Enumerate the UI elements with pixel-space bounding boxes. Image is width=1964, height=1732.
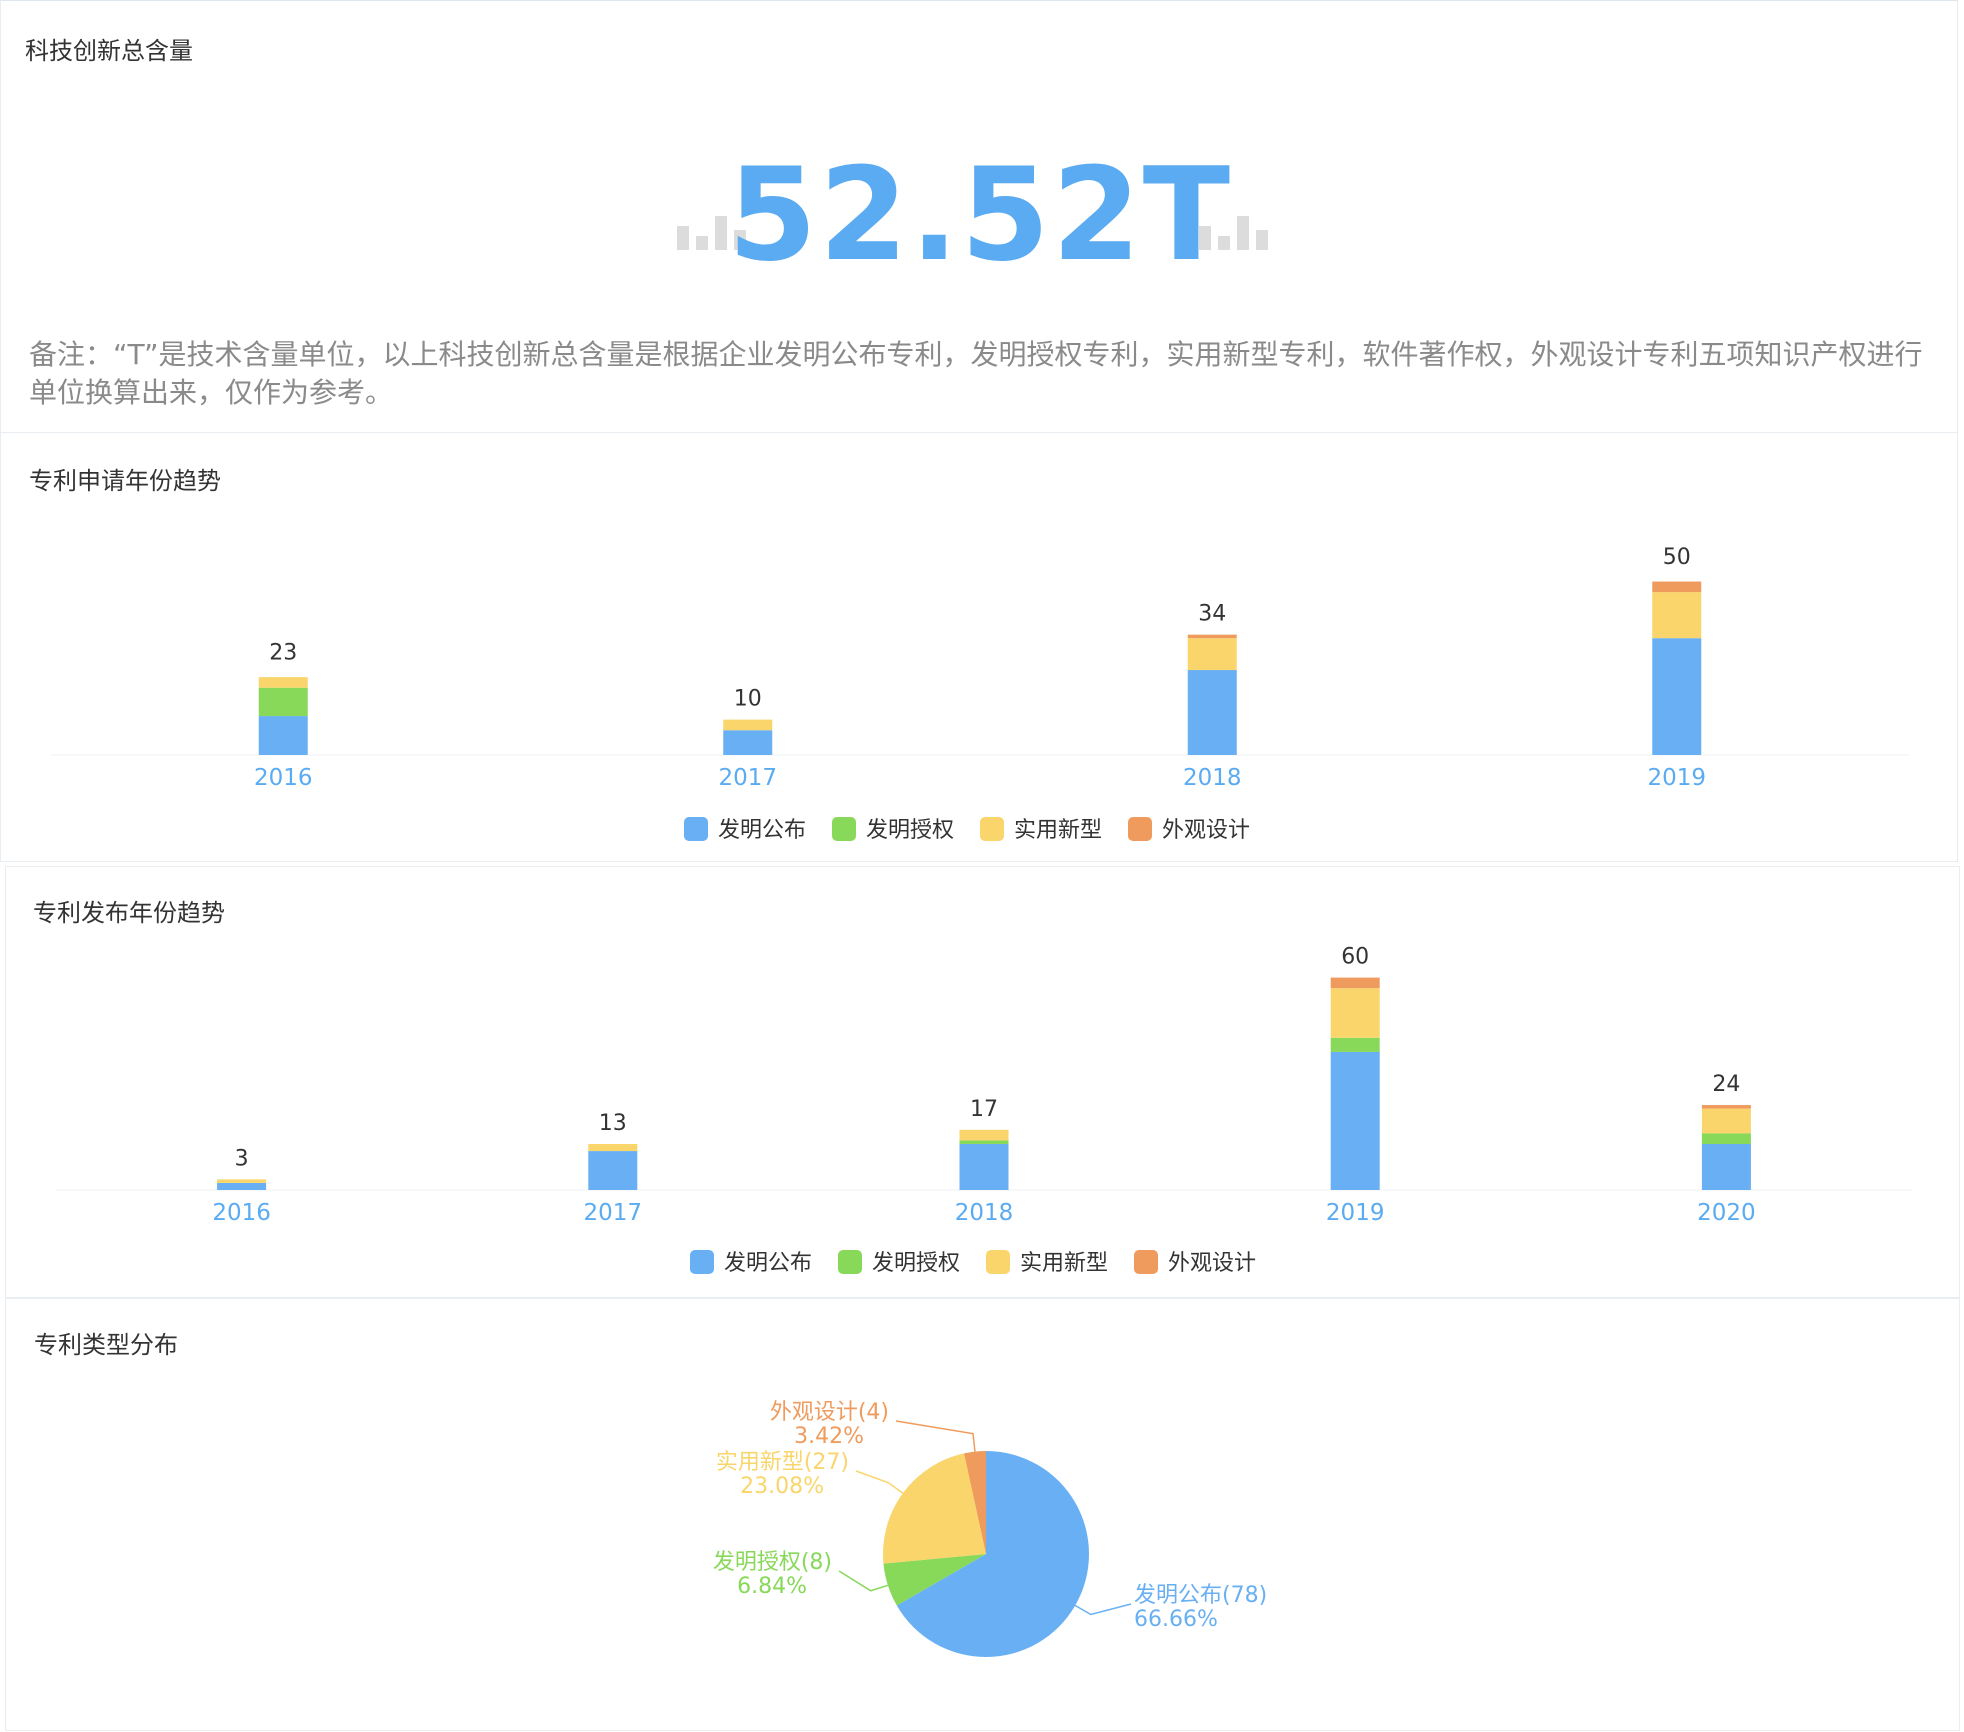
pie-label-实用新型: 实用新型(27) (716, 1450, 849, 1475)
bar-2017-发明公布[interactable] (723, 730, 773, 755)
bar-2016-发明公布[interactable] (217, 1182, 267, 1190)
application-bar-chart: 23 2016 10 2017 34 2018 50 2019 发明公布 发明授权 实用新型 外观设计 (51, 545, 1909, 843)
bar-2020-实用新型[interactable] (1701, 1108, 1751, 1134)
bar-total-label: 17 (970, 1097, 998, 1122)
bar-total-label: 50 (1663, 545, 1691, 570)
bar-2018-实用新型[interactable] (959, 1129, 1009, 1141)
publication-chart-title: 专利发布年份趋势 (33, 899, 225, 927)
publication-trend-panel: 专利发布年份趋势 3 2016 13 2017 17 2018 60 2019 24 2020 发明… (5, 866, 1960, 1298)
bar-2020-发明公布[interactable] (1701, 1143, 1751, 1190)
bar-chart-deco-icon-right (1199, 216, 1268, 250)
x-tick-label: 2019 (1647, 765, 1706, 791)
pie-label-发明授权: 发明授权(8) (713, 1550, 832, 1575)
legend-label-实用新型[interactable]: 实用新型 (1020, 1251, 1108, 1276)
application-trend-panel: 专利申请年份趋势 23 2016 10 2017 34 2018 50 2019 发明公布 发明授… (0, 432, 1958, 862)
bar-total-label: 13 (599, 1111, 627, 1136)
bar-2020-发明授权[interactable] (1701, 1133, 1751, 1144)
publication-bar-chart: 3 2016 13 2017 17 2018 60 2019 24 2020 发明公布 发明授权 实用新… (56, 945, 1912, 1276)
pie-slice-外观设计[interactable] (964, 1451, 986, 1554)
legend-swatch-发明授权[interactable] (832, 817, 856, 841)
x-tick-label: 2018 (1183, 765, 1242, 791)
legend-swatch-发明公布[interactable] (684, 817, 708, 841)
bar-total-label: 23 (269, 641, 297, 666)
legend-label-发明授权[interactable]: 发明授权 (866, 818, 954, 843)
legend-label-实用新型[interactable]: 实用新型 (1014, 818, 1102, 843)
type-distribution-panel: 专利类型分布 发明公布(78) 66.66% 发明授权(8) 6.84% 实用新型(27… (5, 1298, 1960, 1731)
pie-leader-line (895, 1420, 976, 1452)
tech-summary-panel: 科技创新总含量 52.52T 备注：“T”是技术含量单位，以上科技创新总含量是根… (0, 0, 1958, 434)
pie-label-发明公布: 发明公布(78) (1134, 1583, 1267, 1608)
legend-swatch-外观设计[interactable] (1128, 817, 1152, 841)
pie-leader-line (855, 1470, 904, 1494)
bar-2019-发明公布[interactable] (1652, 638, 1702, 755)
pie-leader-line (838, 1570, 889, 1592)
pie-slice-实用新型[interactable] (883, 1453, 986, 1564)
pie-percent-外观设计: 3.42% (794, 1424, 864, 1449)
bar-2017-发明公布[interactable] (588, 1151, 638, 1190)
bar-chart-deco-icon-left (677, 216, 746, 250)
bar-2017-实用新型[interactable] (723, 719, 773, 731)
bar-2019-实用新型[interactable] (1330, 988, 1380, 1038)
bar-2019-实用新型[interactable] (1652, 592, 1702, 639)
application-chart-title: 专利申请年份趋势 (29, 467, 221, 495)
bar-2018-发明公布[interactable] (959, 1143, 1009, 1190)
bar-2019-外观设计[interactable] (1652, 581, 1702, 593)
pie-percent-实用新型: 23.08% (740, 1474, 824, 1499)
legend-swatch-外观设计[interactable] (1134, 1250, 1158, 1274)
pie-label-外观设计: 外观设计(4) (770, 1400, 889, 1425)
legend-swatch-发明授权[interactable] (838, 1250, 862, 1274)
x-tick-label: 2019 (1326, 1200, 1385, 1226)
distribution-pie-chart: 发明公布(78)66.66% 发明授权(8)6.84% 实用新型(27)23.08%… (713, 1400, 1267, 1657)
bar-total-label: 34 (1198, 602, 1226, 627)
bar-2019-外观设计[interactable] (1330, 977, 1380, 989)
x-tick-label: 2017 (718, 765, 777, 791)
x-tick-label: 2018 (955, 1200, 1014, 1226)
bar-2020-外观设计[interactable] (1701, 1105, 1751, 1109)
legend-swatch-实用新型[interactable] (980, 817, 1004, 841)
bar-2018-发明公布[interactable] (1187, 670, 1237, 755)
bar-2019-发明公布[interactable] (1330, 1051, 1380, 1190)
x-tick-label: 2016 (212, 1200, 271, 1226)
summary-title: 科技创新总含量 (25, 37, 193, 65)
pie-percent-发明授权: 6.84% (737, 1574, 807, 1599)
pie-slice-发明公布[interactable] (896, 1451, 1089, 1657)
bar-2018-发明授权[interactable] (959, 1140, 1009, 1144)
legend-label-发明授权[interactable]: 发明授权 (872, 1251, 960, 1276)
legend-label-发明公布[interactable]: 发明公布 (724, 1251, 812, 1276)
legend-label-外观设计[interactable]: 外观设计 (1162, 818, 1250, 843)
tech-total-value: 52.52T (727, 141, 1233, 290)
bar-2018-实用新型[interactable] (1187, 638, 1237, 671)
bar-2018-外观设计[interactable] (1187, 634, 1237, 639)
pie-leader-line (1074, 1603, 1132, 1616)
x-tick-label: 2016 (254, 765, 313, 791)
bar-2016-实用新型[interactable] (217, 1179, 267, 1183)
legend-label-发明公布[interactable]: 发明公布 (718, 818, 806, 843)
bar-2016-实用新型[interactable] (258, 677, 308, 688)
distribution-chart-title: 专利类型分布 (34, 1331, 178, 1359)
pie-slice-发明授权[interactable] (883, 1554, 986, 1606)
legend-swatch-发明公布[interactable] (690, 1250, 714, 1274)
bar-2019-发明授权[interactable] (1330, 1037, 1380, 1052)
bar-2016-发明授权[interactable] (258, 687, 308, 717)
x-tick-label: 2020 (1697, 1200, 1756, 1226)
bar-total-label: 10 (734, 687, 762, 712)
bar-2016-发明公布[interactable] (258, 716, 308, 755)
pie-percent-发明公布: 66.66% (1134, 1607, 1218, 1632)
summary-note: 备注：“T”是技术含量单位，以上科技创新总含量是根据企业发明公布专利，发明授权专… (29, 338, 1923, 409)
bar-2017-实用新型[interactable] (588, 1143, 638, 1152)
bar-total-label: 60 (1341, 945, 1369, 970)
bar-total-label: 24 (1712, 1072, 1740, 1097)
x-tick-label: 2017 (584, 1200, 643, 1226)
legend-label-外观设计[interactable]: 外观设计 (1168, 1251, 1256, 1276)
bar-total-label: 3 (235, 1146, 249, 1171)
legend-swatch-实用新型[interactable] (986, 1250, 1010, 1274)
